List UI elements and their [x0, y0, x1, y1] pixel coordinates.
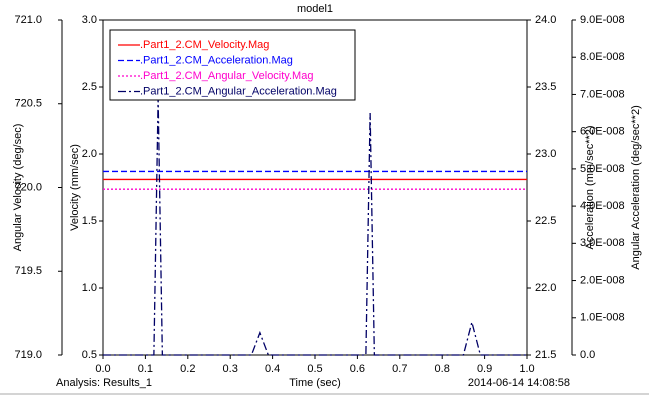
y-tick-label: 9.0E-008 [580, 14, 625, 26]
y-tick-label: 21.5 [535, 349, 556, 361]
y-tick-label: 22.5 [535, 215, 556, 227]
x-tick-label: 0.1 [138, 363, 153, 375]
x-tick-label: 0.4 [265, 363, 280, 375]
y-axis-label: Angular Acceleration (deg/sec**2) [630, 105, 642, 269]
x-tick-label: 0.6 [350, 363, 365, 375]
x-tick-label: 0.9 [477, 363, 492, 375]
y-tick-label: 2.0E-008 [580, 274, 625, 286]
y-tick-label: 1.0E-008 [580, 312, 625, 324]
y-tick-label: 719.0 [14, 349, 42, 361]
x-tick-label: 0.5 [307, 363, 322, 375]
y-tick-label: 1.5 [82, 215, 97, 227]
y-tick-label: 719.5 [14, 265, 42, 277]
y-tick-label: 4.0E-008 [580, 200, 625, 212]
y-axis-label: Acceleration (mm/sec**2) [584, 125, 596, 249]
y-tick-label: 7.0E-008 [580, 88, 625, 100]
y-tick-label: 0.5 [82, 349, 97, 361]
y-tick-label: 1.0 [82, 282, 97, 294]
legend-box [109, 29, 356, 101]
series-line [103, 98, 527, 356]
y-tick-label: 2.0 [82, 148, 97, 160]
legend-label: .Part1_2.CM_Velocity.Mag [140, 39, 269, 51]
x-tick-label: 0.3 [223, 363, 238, 375]
y-tick-label: 720.0 [14, 181, 42, 193]
analysis-label: Analysis: Results_1 [56, 377, 152, 389]
timestamp: 2014-06-14 14:08:58 [468, 377, 570, 389]
y-tick-label: 0.0 [580, 349, 595, 361]
x-tick-label: 0.2 [180, 363, 195, 375]
y-tick-label: 23.5 [535, 81, 556, 93]
chart-title: model1 [297, 3, 333, 15]
y-tick-label: 22.0 [535, 282, 556, 294]
legend-label: .Part1_2.CM_Angular_Acceleration.Mag [140, 85, 337, 97]
y-tick-label: 3.0 [82, 14, 97, 26]
legend-label: .Part1_2.CM_Angular_Velocity.Mag [140, 70, 313, 82]
y-tick-label: 6.0E-008 [580, 126, 625, 138]
y-tick-label: 24.0 [535, 14, 556, 26]
y-tick-label: 2.5 [82, 81, 97, 93]
x-axis-label: Time (sec) [289, 377, 341, 389]
x-tick-label: 1.0 [519, 363, 534, 375]
y-axis-label: Angular Velocity (deg/sec) [12, 124, 24, 252]
x-tick-label: 0.7 [392, 363, 407, 375]
y-tick-label: 3.0E-008 [580, 237, 625, 249]
legend-label: .Part1_2.CM_Acceleration.Mag [140, 54, 293, 66]
y-tick-label: 23.0 [535, 148, 556, 160]
x-tick-label: 0.8 [435, 363, 450, 375]
y-tick-label: 5.0E-008 [580, 163, 625, 175]
y-tick-label: 721.0 [14, 14, 42, 26]
y-tick-label: 720.5 [14, 98, 42, 110]
x-tick-label: 0.0 [95, 363, 110, 375]
y-tick-label: 8.0E-008 [580, 51, 625, 63]
y-axis-label: Velocity (mm/sec) [69, 144, 81, 231]
